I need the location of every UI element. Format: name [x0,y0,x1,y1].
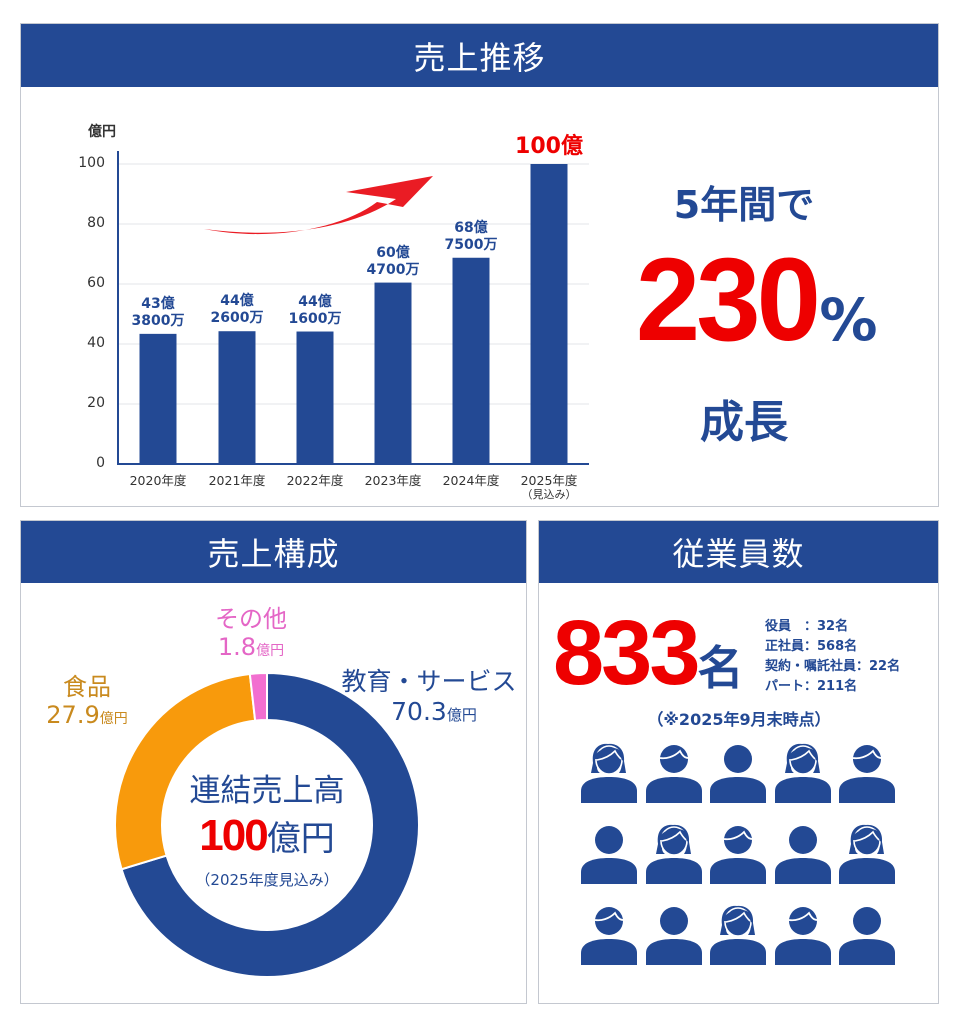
bar-label-man: 7500万 [444,236,498,253]
x-axis-label: 2025年度 （見込み） [520,473,578,501]
x-axis-label: 2024年度 [442,473,500,488]
person-female-icon [577,741,641,809]
bar-label-man: 1600万 [288,310,342,327]
bar-2020年度 [139,333,177,464]
sales-composition-header: 売上構成 [21,521,526,583]
other-unit: 億円 [256,643,285,659]
bar-value-label: 60億 4700万 [353,245,433,279]
person-neutral-icon [771,822,835,890]
donut-chart [114,671,420,978]
bar-label-man: 3800万 [131,312,185,329]
person-female-icon [835,822,899,890]
bar-value-label: 100億 [515,134,583,159]
person-neutral-icon [577,822,641,890]
bar-label-oku: 68億 [454,219,488,236]
person-neutral-icon [706,741,770,809]
y-axis-tick-label: 60 [87,275,105,291]
bar-label-man: 2600万 [210,310,264,327]
donut-segment-other [248,671,269,722]
growth-label: 成長 [700,397,788,448]
employee-as-of-note: （※2025年9月末時点） [647,710,831,729]
education-name: 教育・サービス [341,667,517,696]
growth-period-text: 5年間で [673,183,815,227]
breakdown-officers: 役員 ：32名 [765,619,849,634]
education-unit: 億円 [446,706,477,724]
donut-center: 連結売上高 100億円 （2025年度見込み） [157,771,377,890]
person-female-icon [706,903,770,971]
growth-rate: 230% [606,232,906,368]
education-label: 教育・サービス 70.3億円 [339,667,519,730]
bar-2023年度 [374,282,412,464]
donut-segment-education [120,671,420,978]
bar-value-label: 44億 2600万 [197,293,277,327]
bar-value-label: 44億 1600万 [275,294,355,328]
growth-arrow-icon [204,176,433,235]
bar-value-label: 43億 3800万 [118,296,198,330]
person-male-icon [771,903,835,971]
person-female-icon [642,822,706,890]
employees-header: 従業員数 [539,521,938,583]
bar-value-label: 68億 7500万 [431,220,511,254]
bars-group [139,164,568,464]
person-male-icon [577,903,641,971]
consolidated-sales-amount: 100 [199,811,268,860]
growth-rate-number: 230 [636,234,821,366]
person-male-icon [706,822,770,890]
other-value: 1.8 [217,633,257,661]
breakdown-part-time: パート：211名 [765,679,858,694]
sales-trend-panel: 売上推移 億円 100 80 60 40 20 0 5年間で 230% 成長 43億 380… [20,23,939,507]
employee-breakdown: 役員 ：32名 正社員：568名 契約・嘱託社員：22名 パート：211名 [765,617,900,697]
employee-total-unit: 名 [697,641,744,695]
y-axis-tick-label: 20 [87,395,105,411]
bar-label-oku: 60億 [376,244,410,261]
consolidated-sales-note: （2025年度見込み） [195,871,339,889]
consolidated-sales-unit: 億円 [266,819,335,859]
y-axis-tick-label: 100 [78,155,105,171]
bar-2025年度 [530,164,568,464]
bar-2024年度 [452,257,490,464]
breakdown-full-time: 正社員：568名 [765,639,858,654]
bar-label-man: 4700万 [366,261,420,278]
food-unit: 億円 [99,711,128,727]
employee-icons-grid [577,741,907,981]
bar-label-oku: 44億 [220,293,254,310]
person-female-icon [771,741,835,809]
sales-trend-header: 売上推移 [21,24,938,87]
y-axis-tick-label: 80 [87,215,105,231]
bar-label-oku: 43億 [141,295,175,312]
bar-chart [117,151,589,465]
employee-total-number: 833 [553,602,700,704]
other-name: その他 [215,605,287,633]
sales-composition-panel: 売上構成 その他 1.8億円 食品 27.9億円 教育・サービス 70.3億円 … [20,520,527,1004]
employees-panel: 従業員数 833名 役員 ：32名 正社員：568名 契約・嘱託社員：22名 パ… [538,520,939,1004]
consolidated-sales-label: 連結売上高 [189,773,345,809]
person-male-icon [642,741,706,809]
y-axis-tick-label: 0 [96,455,105,471]
x-axis-label: 2020年度 [129,473,187,488]
y-axis-tick-label: 40 [87,335,105,351]
food-value: 27.9 [46,701,100,729]
breakdown-contract: 契約・嘱託社員：22名 [765,659,901,674]
y-axis-unit-label: 億円 [88,124,116,140]
employee-total: 833名 [553,603,744,703]
food-label: 食品 27.9億円 [27,673,147,733]
education-value: 70.3 [391,697,447,726]
person-neutral-icon [642,903,706,971]
growth-rate-percent: % [819,286,878,354]
other-label: その他 1.8億円 [201,605,301,665]
x-axis-label: 2021年度 [208,473,266,488]
x-axis-label: 2023年度 [364,473,422,488]
bar-label-oku: 44億 [298,293,332,310]
bar-2022年度 [296,331,334,464]
gridlines [118,163,589,405]
person-male-icon [835,741,899,809]
bar-2021年度 [218,331,256,464]
x-axis-label: 2022年度 [286,473,344,488]
food-name: 食品 [63,673,111,701]
person-neutral-icon [835,903,899,971]
